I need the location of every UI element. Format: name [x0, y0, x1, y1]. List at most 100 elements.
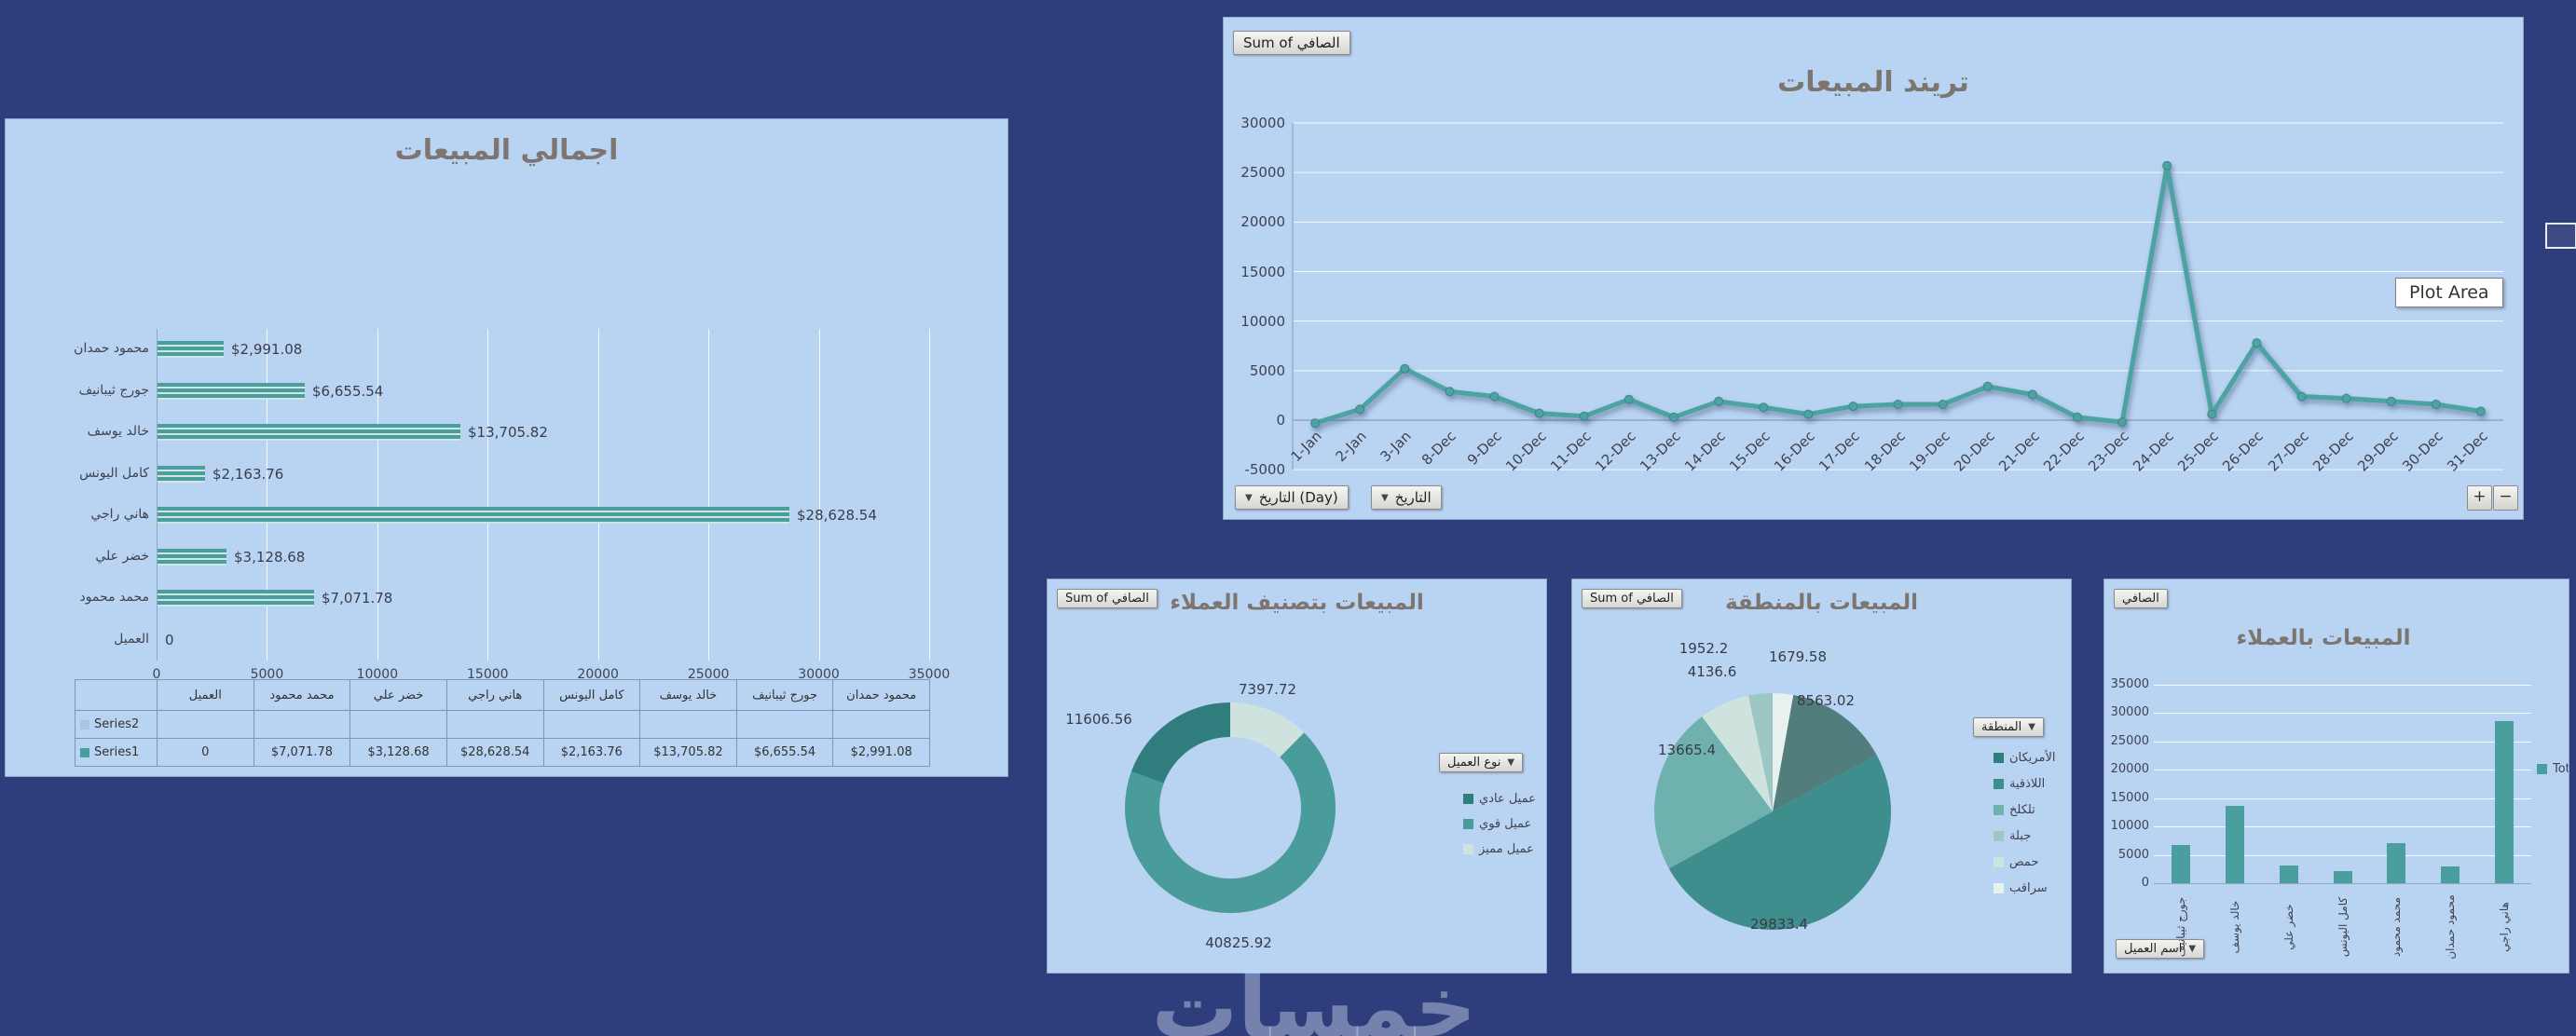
bar[interactable]: [158, 590, 314, 607]
pie-slice[interactable]: [1130, 702, 1230, 784]
legend-item[interactable]: سراقب: [1994, 881, 2048, 895]
bar[interactable]: [158, 465, 205, 483]
zoom-out-button[interactable]: −: [2493, 485, 2518, 511]
legend-item[interactable]: اللاذقية: [1994, 777, 2045, 791]
legend-marker: [1463, 844, 1473, 854]
data-point-marker[interactable]: [1534, 408, 1544, 418]
y-axis-tick-label: -5000: [1244, 461, 1285, 479]
pivot-field-sum-button[interactable]: Sum of الصافي: [1057, 589, 1158, 608]
sales-by-customers-column-panel[interactable]: الصافي المبيعات بالعملاء اسم العميل ▼ 35…: [2103, 579, 2569, 974]
date-day-axis-filter-button[interactable]: ▼ التاريخ (Day): [1235, 485, 1349, 510]
data-point-marker[interactable]: [1310, 418, 1321, 429]
pivot-field-button[interactable]: الصافي: [2114, 589, 2168, 608]
total-sales-bar-chart-panel[interactable]: اجمالي المبيعات 0 5000 10000 15000 20000 2500…: [5, 118, 1008, 777]
table-value-cell: $3,128.68: [349, 738, 447, 767]
zoom-in-button[interactable]: +: [2467, 485, 2492, 511]
dropdown-arrow-icon: ▼: [2188, 944, 2197, 954]
bar[interactable]: [2495, 721, 2514, 883]
bar[interactable]: [158, 382, 305, 400]
data-table: العميل محمد محمود خضر علي هاني راجي كامل الي…: [75, 679, 930, 767]
data-point-marker[interactable]: [1893, 400, 1903, 409]
y-axis-tick-label: 30000: [2110, 705, 2149, 720]
legend-item[interactable]: Tot: [2537, 762, 2569, 776]
sales-by-region-pie-panel[interactable]: Sum of الصافي المبيعات بالمنطقة المنطقة …: [1571, 579, 2072, 974]
pivot-field-label: الصافي: [2122, 592, 2159, 606]
data-point-marker[interactable]: [1355, 404, 1365, 415]
data-point-marker[interactable]: [2117, 417, 2128, 428]
category-label: خالد يوسف: [87, 424, 149, 440]
data-point-marker[interactable]: [2252, 338, 2262, 348]
data-point-marker[interactable]: [1714, 396, 1724, 406]
data-point-marker[interactable]: [1803, 409, 1814, 419]
chart-title-customers: المبيعات بالعملاء: [2236, 626, 2411, 650]
legend-item[interactable]: الأمريكان: [1994, 751, 2055, 765]
data-point-marker[interactable]: [1982, 381, 1993, 391]
data-point-marker[interactable]: [2162, 160, 2172, 170]
data-point-marker[interactable]: [2341, 393, 2351, 403]
data-point-marker[interactable]: [1445, 387, 1455, 397]
legend-marker: [1994, 883, 2004, 893]
data-point-marker[interactable]: [2207, 409, 2217, 419]
bar[interactable]: [2333, 871, 2352, 883]
category-label: جورج ثيبانيف: [78, 382, 149, 398]
bar[interactable]: [158, 341, 224, 359]
data-point-marker[interactable]: [1489, 391, 1500, 402]
data-point-marker[interactable]: [1624, 394, 1634, 404]
data-point-marker[interactable]: [1668, 412, 1679, 422]
data-point-marker[interactable]: [1848, 402, 1858, 412]
data-point-marker[interactable]: [2431, 400, 2441, 409]
data-point-marker[interactable]: [1400, 363, 1410, 374]
series-row-header: Series1: [75, 738, 158, 767]
data-point-marker[interactable]: [2386, 396, 2396, 406]
y-axis-tick-label: 15000: [2110, 790, 2149, 805]
pivot-field-sum-button[interactable]: Sum of الصافي: [1233, 31, 1350, 55]
pie-slice[interactable]: [1125, 732, 1336, 913]
sales-by-customer-type-donut-panel[interactable]: Sum of الصافي المبيعات بتصنيف العملاء نو…: [1047, 579, 1547, 974]
bar[interactable]: [158, 424, 460, 442]
data-point-marker[interactable]: [2072, 412, 2082, 422]
pie-slice[interactable]: [1748, 693, 1773, 811]
date-axis-filter-button[interactable]: ▼ التاريخ: [1371, 485, 1442, 510]
bar[interactable]: [158, 548, 226, 566]
gridline: [2154, 797, 2531, 799]
customer-type-legend-button[interactable]: نوع العميل ▼: [1439, 753, 1524, 772]
legend-item[interactable]: تلكلخ: [1994, 803, 2035, 817]
data-point-marker[interactable]: [1579, 411, 1589, 421]
data-point-marker[interactable]: [2296, 391, 2307, 402]
bar[interactable]: [2225, 806, 2244, 883]
legend-item[interactable]: جبلة: [1994, 829, 2031, 843]
bar-value-label: $2,991.08: [231, 341, 303, 359]
pie-slice[interactable]: [1773, 693, 1794, 811]
legend-marker: [1463, 819, 1473, 829]
gridline: [2154, 685, 2531, 686]
pie-slice[interactable]: [1668, 755, 1892, 931]
customer-name-filter-button[interactable]: اسم العميل ▼: [2116, 939, 2205, 959]
data-point-marker[interactable]: [1759, 402, 1769, 413]
pivot-field-sum-button[interactable]: Sum of الصافي: [1582, 589, 1682, 608]
sales-trend-line-chart-panel[interactable]: Sum of الصافي تريند المبيعات ▼ التاريخ (…: [1223, 17, 2524, 520]
gridline: [2154, 826, 2531, 828]
y-axis-tick-label: 35000: [2110, 677, 2149, 691]
region-legend-button[interactable]: المنطقة ▼: [1973, 717, 2044, 737]
donut-chart-canvas: [1125, 702, 1336, 913]
data-point-marker[interactable]: [2475, 406, 2486, 416]
data-point-marker[interactable]: [1938, 400, 1948, 409]
bar[interactable]: [2279, 866, 2298, 883]
pie-slice[interactable]: [1230, 702, 1305, 757]
legend-item[interactable]: عميل عادي: [1463, 792, 1536, 806]
slice-value-label: 13665.4: [1657, 742, 1717, 758]
pie-slice[interactable]: [1773, 694, 1877, 811]
table-value-cell: [832, 710, 930, 739]
bar[interactable]: [2387, 843, 2406, 883]
pie-slice[interactable]: [1654, 716, 1773, 869]
y-axis-tick-label: 5000: [2117, 847, 2149, 862]
pie-slice[interactable]: [1702, 695, 1773, 811]
data-point-marker[interactable]: [2027, 389, 2037, 400]
bar[interactable]: [2441, 866, 2460, 883]
bar[interactable]: [158, 507, 789, 525]
x-axis-tick-label: 25000: [687, 667, 730, 682]
bar[interactable]: [2171, 845, 2190, 883]
legend-item[interactable]: عميل قوي: [1463, 817, 1531, 831]
legend-item[interactable]: عميل مميز: [1463, 842, 1534, 856]
legend-item[interactable]: حمص: [1994, 855, 2038, 869]
